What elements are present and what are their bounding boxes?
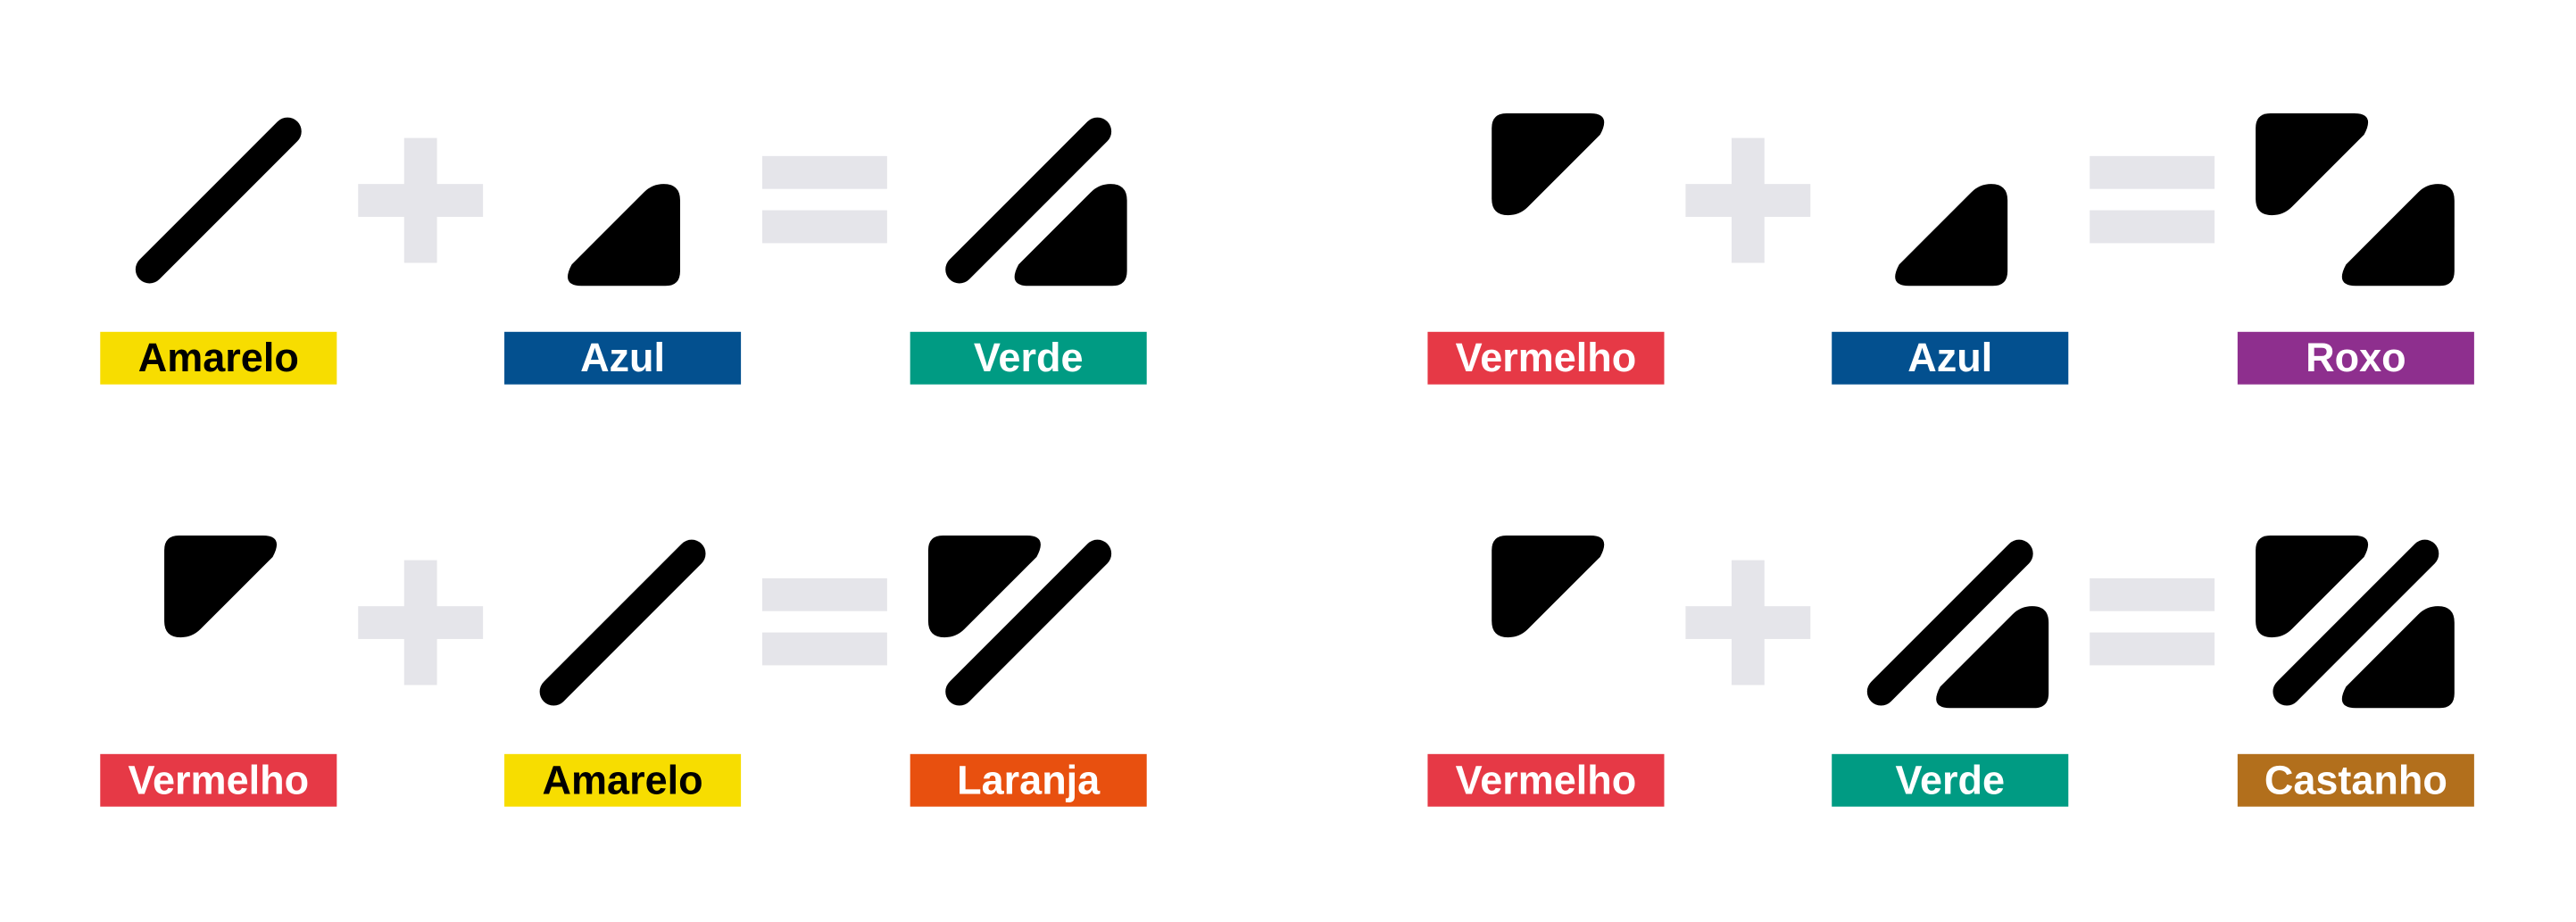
symbol <box>1866 539 2049 709</box>
operand-label: Vermelho <box>100 753 337 807</box>
result-label: Castanho <box>2237 753 2474 807</box>
top-triangle-icon <box>2256 112 2369 216</box>
color-name: Vermelho <box>1456 335 1637 380</box>
result-label: Laranja <box>910 753 1147 807</box>
top-triangle-icon <box>1492 536 1605 638</box>
bottom-triangle-icon <box>1936 606 2049 709</box>
diagonal-stroke-icon <box>539 539 706 706</box>
bottom-triangle-icon <box>2341 606 2455 709</box>
diagonal-stroke-icon <box>1866 539 2033 706</box>
color-swatch <box>1832 331 2069 385</box>
color-name: Vermelho <box>128 757 309 802</box>
operand-label: Verde <box>1832 753 2069 807</box>
plus-icon <box>358 560 484 685</box>
color-name: Verde <box>974 335 1084 380</box>
color-swatch <box>910 753 1147 807</box>
symbol <box>1895 184 2008 287</box>
top-triangle-icon <box>927 536 1041 638</box>
diagonal-stroke-icon <box>945 117 1112 284</box>
symbol <box>164 536 278 638</box>
top-triangle-icon <box>1492 112 1605 216</box>
operand-label: Amarelo <box>504 753 742 807</box>
color-swatch <box>504 753 742 807</box>
symbol <box>1492 536 1605 638</box>
color-name: Amarelo <box>138 335 299 380</box>
color-swatch <box>2237 753 2474 807</box>
color-swatch <box>1427 753 1665 807</box>
color-swatch <box>504 331 742 385</box>
equals-icon <box>762 155 887 244</box>
operand-label: Vermelho <box>1427 753 1665 807</box>
color-name: Azul <box>580 335 665 380</box>
color-name: Verde <box>1895 757 2005 802</box>
color-name: Roxo <box>2306 335 2406 380</box>
equals-icon <box>2090 577 2215 666</box>
diagonal-stroke-icon <box>135 117 302 284</box>
color-name: Amarelo <box>543 757 703 802</box>
color-name: Vermelho <box>1456 757 1637 802</box>
symbol <box>927 536 1112 706</box>
color-name: Laranja <box>957 757 1101 802</box>
plus-icon <box>1685 137 1811 263</box>
plus-icon <box>358 137 484 263</box>
result-label: Verde <box>910 331 1147 385</box>
operand-label: Azul <box>1832 331 2069 385</box>
symbol <box>1492 112 1605 216</box>
operand-label: Amarelo <box>100 331 337 385</box>
color-name: Castanho <box>2264 757 2447 802</box>
diagonal-stroke-icon <box>945 539 1112 706</box>
color-swatch <box>1832 753 2069 807</box>
plus-icon <box>1685 560 1811 685</box>
top-triangle-icon <box>164 536 278 638</box>
bottom-triangle-icon <box>1014 184 1127 287</box>
color-swatch <box>910 331 1147 385</box>
symbol <box>2256 112 2455 287</box>
bottom-triangle-icon <box>1895 184 2008 287</box>
diagonal-stroke-icon <box>2273 539 2439 706</box>
color-swatch <box>2237 331 2474 385</box>
symbol <box>539 539 706 706</box>
color-swatch <box>100 331 337 385</box>
symbol <box>945 117 1127 287</box>
bottom-triangle-icon <box>568 184 680 287</box>
symbol <box>2256 536 2455 709</box>
result-label: Roxo <box>2237 331 2474 385</box>
top-triangle-icon <box>2256 536 2369 638</box>
color-swatch <box>100 753 337 807</box>
operand-label: Vermelho <box>1427 331 1665 385</box>
equals-icon <box>2090 155 2215 244</box>
color-swatch <box>1427 331 1665 385</box>
bottom-triangle-icon <box>2341 184 2455 287</box>
equals-icon <box>762 577 887 666</box>
color-name: Azul <box>1907 335 1992 380</box>
symbol <box>135 117 302 284</box>
symbol <box>568 184 680 287</box>
operand-label: Azul <box>504 331 742 385</box>
